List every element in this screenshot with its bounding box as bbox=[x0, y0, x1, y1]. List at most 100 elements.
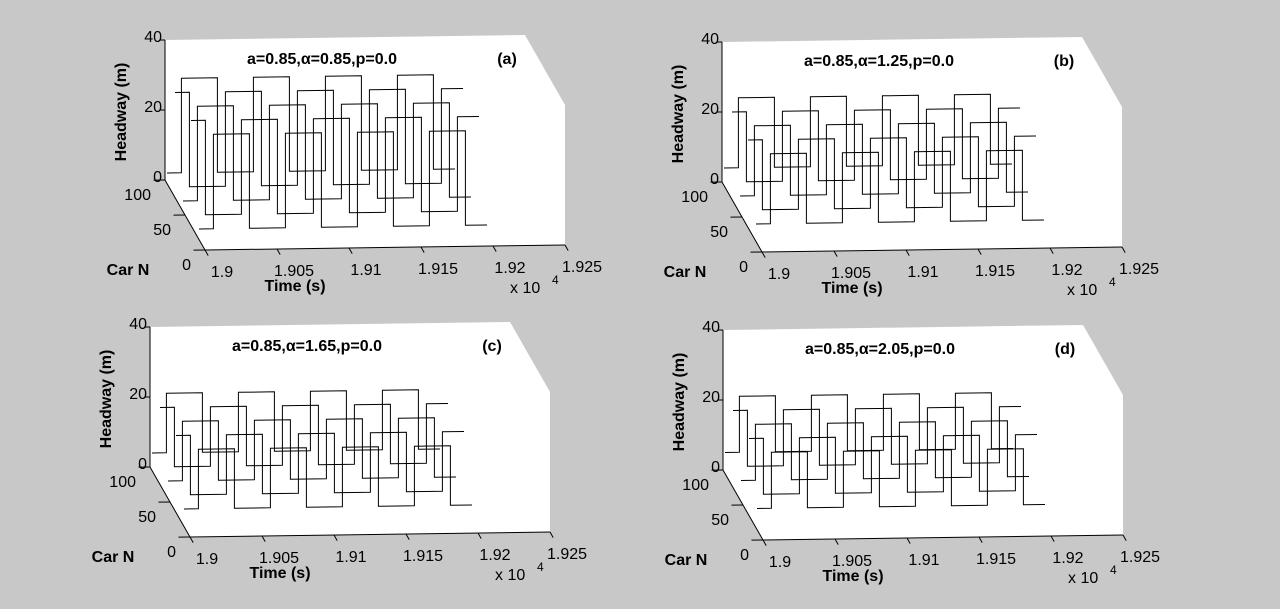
y-tick-label: 0 bbox=[167, 544, 176, 561]
chart-title: a=0.85,α=1.65,p=0.0 bbox=[232, 338, 382, 355]
z-tick-label: 20 bbox=[701, 101, 719, 118]
y-tick-label: 50 bbox=[138, 509, 156, 526]
x-tick-label: 1.925 bbox=[1120, 549, 1160, 566]
x-tick-label: 1.905 bbox=[259, 550, 299, 567]
x-tick-label: 1.9 bbox=[196, 551, 218, 568]
x-tick bbox=[1121, 246, 1126, 253]
x-tick bbox=[564, 244, 569, 251]
headway-trace bbox=[183, 445, 473, 510]
x-tick-label: 1.9 bbox=[211, 264, 233, 281]
x-tick bbox=[261, 535, 266, 542]
headway-trace bbox=[175, 431, 465, 496]
headway-trace bbox=[151, 389, 441, 454]
x-axis-label: Time (s) bbox=[822, 568, 883, 585]
z-tick-label: 0 bbox=[710, 171, 719, 188]
chart-title: a=0.85,α=2.05,p=0.0 bbox=[805, 341, 955, 358]
headway-trace bbox=[724, 392, 1014, 453]
x-multiplier: x 10 bbox=[1068, 570, 1098, 587]
x-tick bbox=[492, 245, 497, 252]
x-axis bbox=[762, 534, 1124, 541]
x-multiplier: x 10 bbox=[510, 280, 540, 297]
panel-label: (a) bbox=[497, 51, 517, 68]
z-tick-label: 0 bbox=[138, 456, 147, 473]
x-multiplier-exponent: 4 bbox=[1110, 563, 1117, 577]
x-tick bbox=[276, 248, 281, 255]
z-tick-label: 20 bbox=[702, 389, 720, 406]
x-multiplier: x 10 bbox=[1067, 282, 1097, 299]
x-tick bbox=[761, 251, 766, 258]
y-axis-label: Car N bbox=[664, 264, 707, 281]
headway-trace bbox=[747, 135, 1037, 211]
x-multiplier-exponent: 4 bbox=[552, 273, 559, 287]
headway-trace bbox=[167, 417, 457, 482]
z-axis-label: Headway (m) bbox=[113, 63, 130, 162]
x-axis-label: Time (s) bbox=[821, 280, 882, 297]
x-tick bbox=[1049, 247, 1054, 254]
panel-label: (b) bbox=[1054, 53, 1074, 70]
z-axis-label: Headway (m) bbox=[670, 65, 687, 164]
y-axis-label: Car N bbox=[107, 262, 150, 279]
headway-trace bbox=[739, 121, 1029, 197]
x-tick-label: 1.9 bbox=[768, 266, 790, 283]
x-tick-label: 1.905 bbox=[832, 553, 872, 570]
x-tick-label: 1.92 bbox=[479, 547, 510, 564]
chart-title: a=0.85,α=0.85,p=0.0 bbox=[247, 51, 397, 68]
x-tick bbox=[905, 249, 910, 256]
x-tick bbox=[834, 538, 839, 545]
z-tick-label: 40 bbox=[702, 319, 720, 336]
panel: 1.9 1.905 1.91 1.915 1.92 1.92505010002040a=0… bbox=[92, 316, 587, 584]
y-tick-label: 0 bbox=[740, 547, 749, 564]
z-tick-label: 20 bbox=[144, 99, 162, 116]
panel: 1.9 1.905 1.91 1.915 1.92 1.92505010002040a=0… bbox=[107, 29, 602, 297]
z-axis-label: Headway (m) bbox=[98, 350, 115, 449]
x-tick bbox=[833, 250, 838, 257]
x-tick bbox=[420, 246, 425, 253]
z-tick-label: 20 bbox=[129, 386, 147, 403]
z-tick-label: 40 bbox=[701, 31, 719, 48]
z-axis-label: Headway (m) bbox=[671, 353, 688, 452]
x-tick-label: 1.92 bbox=[1051, 262, 1082, 279]
x-multiplier: x 10 bbox=[495, 567, 525, 584]
x-tick bbox=[1050, 535, 1055, 542]
z-tick-label: 0 bbox=[153, 169, 162, 186]
x-tick bbox=[405, 533, 410, 540]
panel: 1.9 1.905 1.91 1.915 1.92 1.92505010002040a=0… bbox=[665, 319, 1160, 587]
x-tick bbox=[204, 249, 209, 256]
headway-trace bbox=[732, 406, 1022, 467]
x-multiplier-exponent: 4 bbox=[537, 560, 544, 574]
headway-trace bbox=[731, 107, 1021, 183]
x-tick-label: 1.91 bbox=[907, 264, 938, 281]
x-tick-label: 1.92 bbox=[1052, 550, 1083, 567]
z-tick-label: 0 bbox=[711, 459, 720, 476]
x-tick-label: 1.91 bbox=[350, 262, 381, 279]
x-axis bbox=[204, 244, 566, 251]
headway-trace bbox=[182, 102, 472, 202]
x-tick-label: 1.92 bbox=[494, 260, 525, 277]
x-tick-label: 1.925 bbox=[1119, 261, 1159, 278]
x-tick-label: 1.905 bbox=[274, 263, 314, 280]
headway-trace bbox=[723, 93, 1013, 169]
x-tick-label: 1.91 bbox=[908, 552, 939, 569]
x-tick bbox=[333, 534, 338, 541]
x-tick-label: 1.915 bbox=[403, 548, 443, 565]
x-axis bbox=[761, 246, 1123, 253]
headway-trace bbox=[198, 130, 488, 230]
headway-trace bbox=[166, 74, 456, 174]
chart-title: a=0.85,α=1.25,p=0.0 bbox=[804, 53, 954, 70]
y-tick-label: 50 bbox=[153, 222, 171, 239]
y-tick-label: 50 bbox=[711, 512, 729, 529]
x-tick-label: 1.905 bbox=[831, 265, 871, 282]
x-tick-label: 1.915 bbox=[976, 551, 1016, 568]
headway-trace bbox=[190, 116, 480, 216]
x-tick-label: 1.925 bbox=[562, 259, 602, 276]
x-tick-label: 1.9 bbox=[769, 554, 791, 571]
panel-label: (d) bbox=[1055, 341, 1075, 358]
y-tick-label: 0 bbox=[739, 259, 748, 276]
y-tick-label: 100 bbox=[124, 187, 151, 204]
x-tick-label: 1.91 bbox=[335, 549, 366, 566]
y-axis-label: Car N bbox=[665, 552, 708, 569]
y-tick-label: 100 bbox=[681, 189, 708, 206]
headway-trace bbox=[174, 88, 464, 188]
x-tick bbox=[348, 247, 353, 254]
x-axis bbox=[189, 531, 551, 538]
